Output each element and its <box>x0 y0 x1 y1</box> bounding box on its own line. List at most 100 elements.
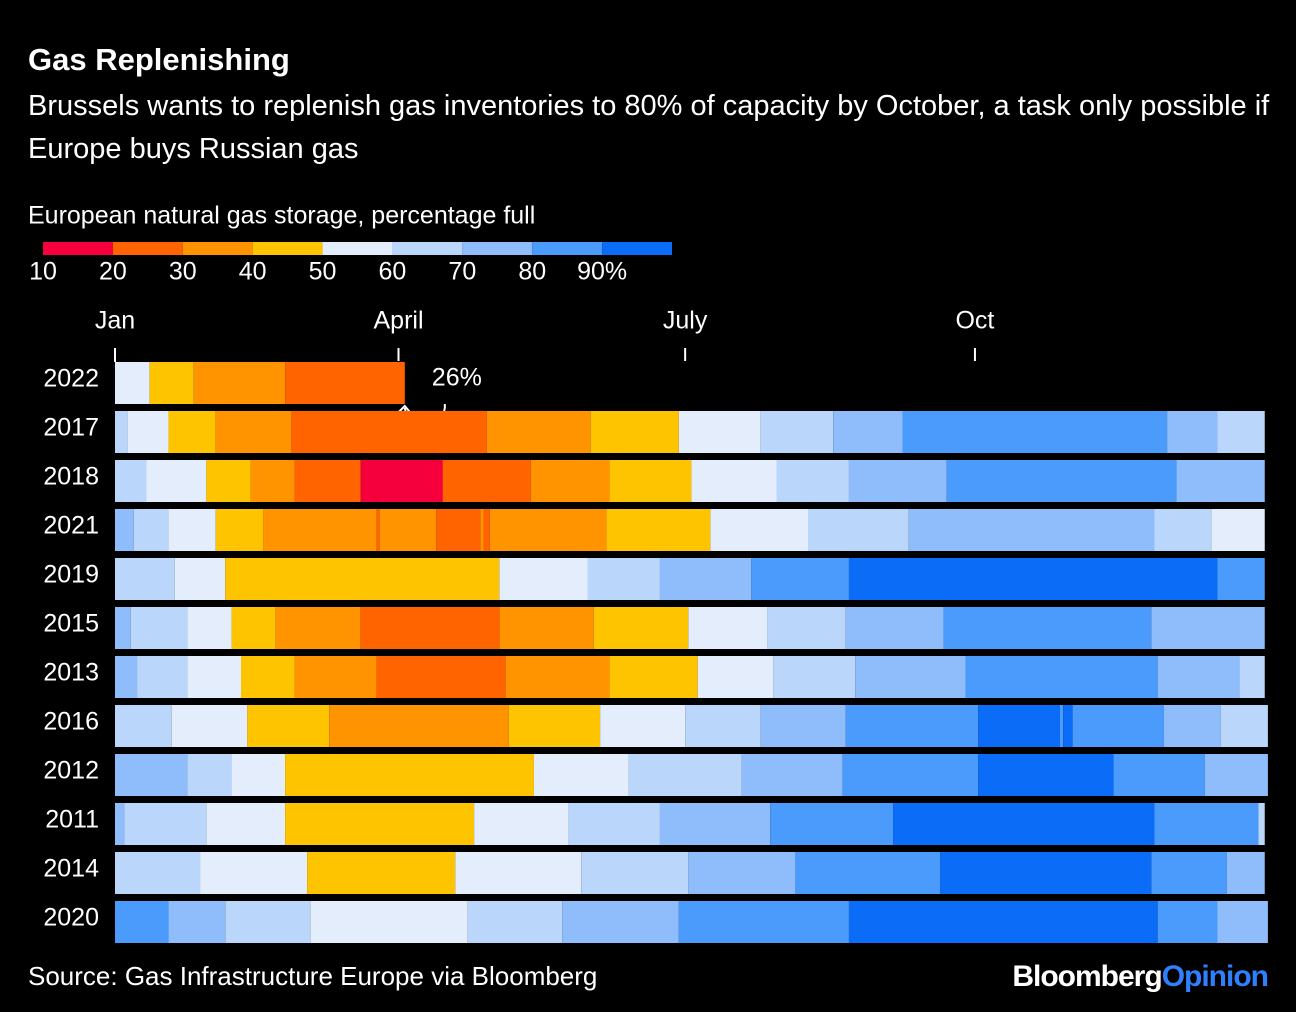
legend-swatch <box>43 242 113 255</box>
heat-cell <box>587 558 660 600</box>
heat-cell <box>193 362 286 404</box>
heat-cell <box>499 558 588 600</box>
x-tick-label: July <box>663 307 708 335</box>
legend-swatch <box>182 242 253 255</box>
heat-cell <box>215 509 264 551</box>
heat-cell <box>940 852 1152 894</box>
heat-cell <box>776 460 849 502</box>
legend-tick-label: 80 <box>518 258 546 286</box>
heat-cell <box>307 852 456 894</box>
heat-cell <box>480 509 484 551</box>
heat-cell <box>678 411 761 453</box>
heat-cell <box>231 607 276 649</box>
legend-swatch <box>252 242 323 255</box>
heat-cell <box>833 411 903 453</box>
heat-cell <box>590 411 679 453</box>
heat-cell <box>436 509 481 551</box>
legend-tick-label: 60 <box>379 258 407 286</box>
heat-cell <box>115 852 201 894</box>
heat-cell <box>1220 705 1268 747</box>
heat-cell <box>483 509 490 551</box>
brand: BloombergOpinion <box>1012 960 1268 993</box>
heat-cell <box>978 754 1114 796</box>
heat-cell <box>1239 656 1265 698</box>
heat-cell <box>376 656 506 698</box>
heat-cell <box>855 656 966 698</box>
heat-cell <box>231 754 286 796</box>
heat-cell <box>908 509 1155 551</box>
heat-cell <box>115 509 134 551</box>
heat-cell <box>294 460 361 502</box>
heat-cell <box>508 705 601 747</box>
heat-cell <box>489 509 607 551</box>
source: Source: Gas Infrastructure Europe via Bl… <box>28 961 597 991</box>
row-label: 2019 <box>43 561 99 589</box>
heat-cell <box>688 852 796 894</box>
heat-cell <box>200 852 308 894</box>
heat-cell <box>187 754 232 796</box>
heat-cell <box>593 607 689 649</box>
heat-cell <box>174 558 226 600</box>
heat-cell <box>360 460 443 502</box>
heat-cell <box>115 607 131 649</box>
heat-cell <box>808 509 909 551</box>
legend-tick-label: 50 <box>309 258 337 286</box>
heat-cell <box>455 852 582 894</box>
heat-cell <box>1167 411 1218 453</box>
heat-cell <box>685 705 761 747</box>
heat-cell <box>678 901 849 943</box>
row-label: 2021 <box>43 512 99 540</box>
heat-cell <box>329 705 509 747</box>
brand-sub: Opinion <box>1162 960 1268 993</box>
heat-cell <box>848 460 947 502</box>
heat-cell <box>115 705 172 747</box>
heat-cell <box>275 607 361 649</box>
row-label: 2020 <box>43 904 99 932</box>
heat-cell <box>773 656 856 698</box>
x-tick-label: Jan <box>95 307 135 335</box>
heat-cell <box>1176 460 1265 502</box>
heat-cell <box>1113 754 1205 796</box>
heat-cell <box>115 656 138 698</box>
heat-cell <box>247 705 330 747</box>
heat-cell <box>171 705 248 747</box>
row-label: 2018 <box>43 463 99 491</box>
heat-cell <box>291 411 487 453</box>
heat-cell <box>767 607 846 649</box>
legend-title: European natural gas storage, percentage… <box>28 202 535 230</box>
legend-swatch <box>532 242 603 255</box>
heat-cell <box>688 607 768 649</box>
heat-cell <box>206 460 251 502</box>
row-label: 2015 <box>43 610 99 638</box>
heat-cell <box>691 460 777 502</box>
heat-cell <box>946 460 1177 502</box>
heat-cell <box>965 656 1158 698</box>
heat-cell <box>133 509 169 551</box>
legend-tick-label: 90% <box>577 258 627 286</box>
heat-cell <box>499 607 594 649</box>
heat-cell <box>130 607 188 649</box>
annotation: 26% <box>432 364 482 392</box>
heat-cell <box>659 558 752 600</box>
row-label: 2014 <box>43 855 99 883</box>
heat-cell <box>187 656 241 698</box>
row-label: 2012 <box>43 757 99 785</box>
heat-cell <box>1217 558 1265 600</box>
legend-tick-label: 10 <box>29 258 57 286</box>
heat-cell <box>562 901 679 943</box>
heat-cell <box>115 754 188 796</box>
heat-cell <box>1217 411 1265 453</box>
heat-cell <box>168 901 226 943</box>
heat-cell <box>310 901 468 943</box>
heat-cell <box>530 460 610 502</box>
heat-cell <box>1072 705 1164 747</box>
legend-swatch <box>392 242 463 255</box>
heat-cell <box>467 901 563 943</box>
legend-tick-label: 40 <box>239 258 267 286</box>
heat-cell <box>606 509 711 551</box>
row-label: 2017 <box>43 414 99 442</box>
heat-cell <box>225 558 500 600</box>
heat-cell <box>741 754 843 796</box>
heat-cell <box>1060 705 1064 747</box>
